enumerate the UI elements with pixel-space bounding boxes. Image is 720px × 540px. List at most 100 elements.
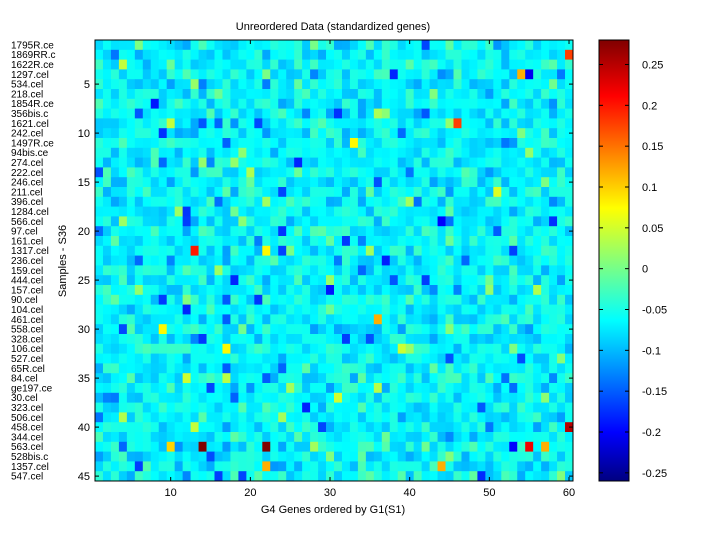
heatmap-cell [421, 343, 430, 354]
heatmap-cell [349, 98, 359, 109]
heatmap-cell [381, 157, 391, 168]
heatmap-cell [373, 118, 383, 129]
heatmap-cell [134, 98, 144, 109]
heatmap-cell [95, 422, 104, 433]
heatmap-cell [389, 167, 399, 178]
heatmap-cell [429, 128, 438, 139]
heatmap-cell [150, 373, 160, 384]
heatmap-cell [126, 79, 136, 90]
heatmap-cell [365, 177, 375, 188]
heatmap-cell [469, 471, 478, 482]
heatmap-cell [445, 206, 454, 217]
heatmap-cell [429, 392, 438, 403]
heatmap-cell [174, 187, 184, 198]
heatmap-cell [190, 334, 199, 345]
heatmap-cell [397, 422, 407, 433]
heatmap-cell [246, 373, 255, 384]
heatmap-cell [126, 89, 136, 100]
heatmap-cell [158, 304, 168, 315]
heatmap-cell [517, 157, 526, 168]
heatmap-cell [118, 40, 128, 51]
heatmap-cell [278, 89, 287, 100]
heatmap-cell [557, 147, 566, 158]
heatmap-cell [302, 383, 311, 394]
heatmap-cell [405, 275, 415, 286]
heatmap-cell [118, 157, 128, 168]
heatmap-cell [174, 98, 184, 109]
heatmap-cell [477, 196, 486, 207]
heatmap-cell [326, 265, 335, 276]
heatmap-cell [206, 49, 215, 60]
heatmap-cell [262, 196, 271, 207]
heatmap-cell [357, 275, 367, 286]
heatmap-cell [445, 236, 454, 247]
heatmap-cell [429, 451, 438, 462]
heatmap-cell [310, 334, 319, 345]
heatmap-cell [278, 59, 287, 70]
heatmap-cell [182, 108, 191, 119]
heatmap-cell [501, 59, 510, 70]
heatmap-cell [525, 177, 534, 188]
heatmap-cell [102, 441, 112, 452]
heatmap-cell [493, 304, 502, 315]
heatmap-cell [326, 392, 335, 403]
heatmap-cell [541, 69, 550, 80]
heatmap-cell [549, 236, 558, 247]
heatmap-cell [389, 441, 399, 452]
heatmap-cell [525, 196, 534, 207]
heatmap-cell [142, 314, 152, 325]
heatmap-cell [453, 196, 462, 207]
heatmap-cell [270, 343, 279, 354]
heatmap-cell [541, 206, 550, 217]
heatmap-cell [477, 343, 486, 354]
heatmap-cell [533, 79, 542, 90]
heatmap-cell [95, 441, 104, 452]
heatmap-cell [278, 49, 287, 60]
heatmap-cell [461, 128, 470, 139]
heatmap-cell [126, 187, 136, 198]
heatmap-cell [278, 265, 287, 276]
heatmap-cell [405, 69, 415, 80]
heatmap-cell [318, 138, 327, 149]
heatmap-cell [357, 363, 367, 374]
heatmap-cell [365, 265, 375, 276]
heatmap-cell [405, 255, 415, 266]
heatmap-cell [126, 40, 136, 51]
heatmap-cell [142, 402, 152, 413]
heatmap-cell [437, 373, 446, 384]
heatmap-cell [549, 432, 558, 443]
heatmap-cell [373, 167, 383, 178]
heatmap-cell [429, 236, 438, 247]
heatmap-cell [190, 412, 199, 423]
heatmap-cell [469, 461, 478, 472]
heatmap-cell [230, 373, 239, 384]
heatmap-cell [334, 79, 343, 90]
heatmap-cell [318, 402, 327, 413]
heatmap-cell [349, 157, 359, 168]
heatmap-cell [397, 343, 407, 354]
heatmap-cell [110, 265, 120, 276]
heatmap-cell [501, 402, 510, 413]
heatmap-cell [525, 294, 534, 305]
heatmap-cell [126, 255, 136, 266]
heatmap-cell [485, 383, 494, 394]
heatmap-cell [365, 314, 375, 325]
heatmap-cell [214, 187, 223, 198]
heatmap-cell [533, 334, 542, 345]
heatmap-cell [381, 441, 391, 452]
heatmap-cell [405, 49, 415, 60]
heatmap-cell [230, 343, 239, 354]
heatmap-cell [302, 334, 311, 345]
heatmap-cell [134, 40, 144, 51]
heatmap-cell [549, 304, 558, 315]
heatmap-cell [373, 177, 383, 188]
heatmap-cell [389, 275, 399, 286]
heatmap-cell [286, 441, 295, 452]
heatmap-cell [477, 373, 486, 384]
heatmap-cell [405, 432, 415, 443]
heatmap-cell [341, 275, 351, 286]
heatmap-cell [318, 373, 327, 384]
heatmap-cell [198, 294, 207, 305]
heatmap-cell [302, 373, 311, 384]
heatmap-cell [166, 334, 176, 345]
